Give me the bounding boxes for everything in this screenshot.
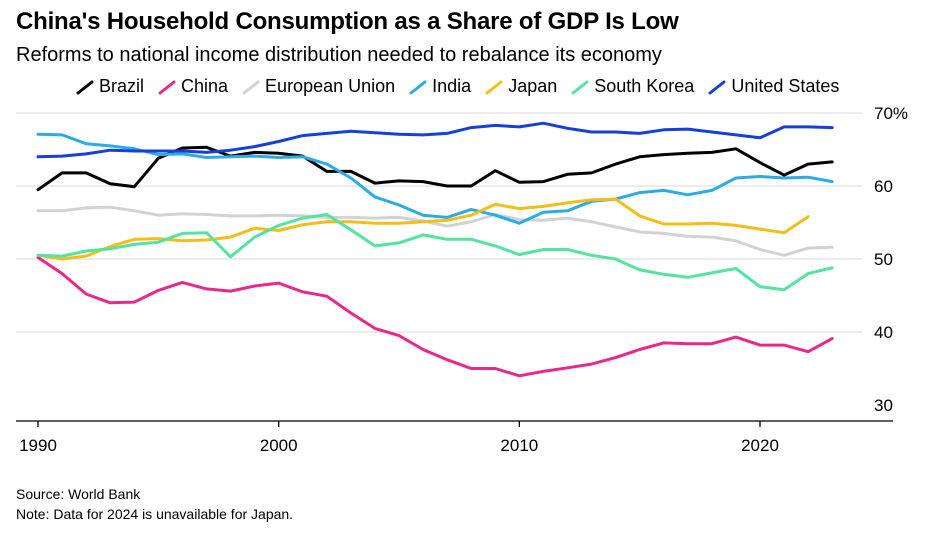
data-note: Note: Data for 2024 is unavailable for J… [16,506,294,522]
x-tick-label: 2000 [260,436,298,455]
chart-legend: Brazil China European Union India Japan South… [76,76,853,97]
legend-item-brazil: Brazil [76,76,144,97]
series-line-china [36,256,834,378]
chart-title: China's Household Consumption as a Share… [16,8,679,35]
series-line-european-union [36,205,834,257]
x-tick-label: 2020 [741,436,779,455]
y-tick-label: 60 [874,177,893,196]
y-tick-label: 70% [874,104,908,123]
legend-item-south-korea: South Korea [571,76,694,97]
legend-item-united-states: United States [708,76,839,97]
legend-item-european-union: European Union [242,76,395,97]
legend-swatch-brazil [76,80,94,94]
x-tick-label: 1990 [19,436,57,455]
legend-swatch-china [158,80,176,94]
legend-label: South Korea [594,76,695,96]
legend-item-india: India [409,76,471,97]
legend-swatch-india [409,80,427,94]
legend-label: United States [731,76,840,96]
legend-swatch-japan [485,80,503,94]
legend-label: India [432,76,472,96]
legend-item-china: China [158,76,228,97]
series-line-united-states [36,121,834,159]
chart-subtitle: Reforms to national income distribution … [16,44,662,66]
legend-swatch-united-states [708,80,726,94]
y-tick-label: 30 [874,396,893,415]
legend-label: China [181,76,229,96]
y-tick-label: 40 [874,323,893,342]
legend-label: Brazil [99,76,145,96]
y-tick-label: 50 [874,250,893,269]
legend-swatch-european-union [242,80,260,94]
legend-label: Japan [508,76,558,96]
x-tick-label: 2010 [500,436,538,455]
series-line-south-korea [36,213,834,292]
legend-item-japan: Japan [485,76,557,97]
series-line-japan [36,197,810,261]
source-note: Source: World Bank [16,486,141,502]
legend-swatch-south-korea [571,80,589,94]
series-line-india [36,132,834,225]
legend-label: European Union [265,76,396,96]
